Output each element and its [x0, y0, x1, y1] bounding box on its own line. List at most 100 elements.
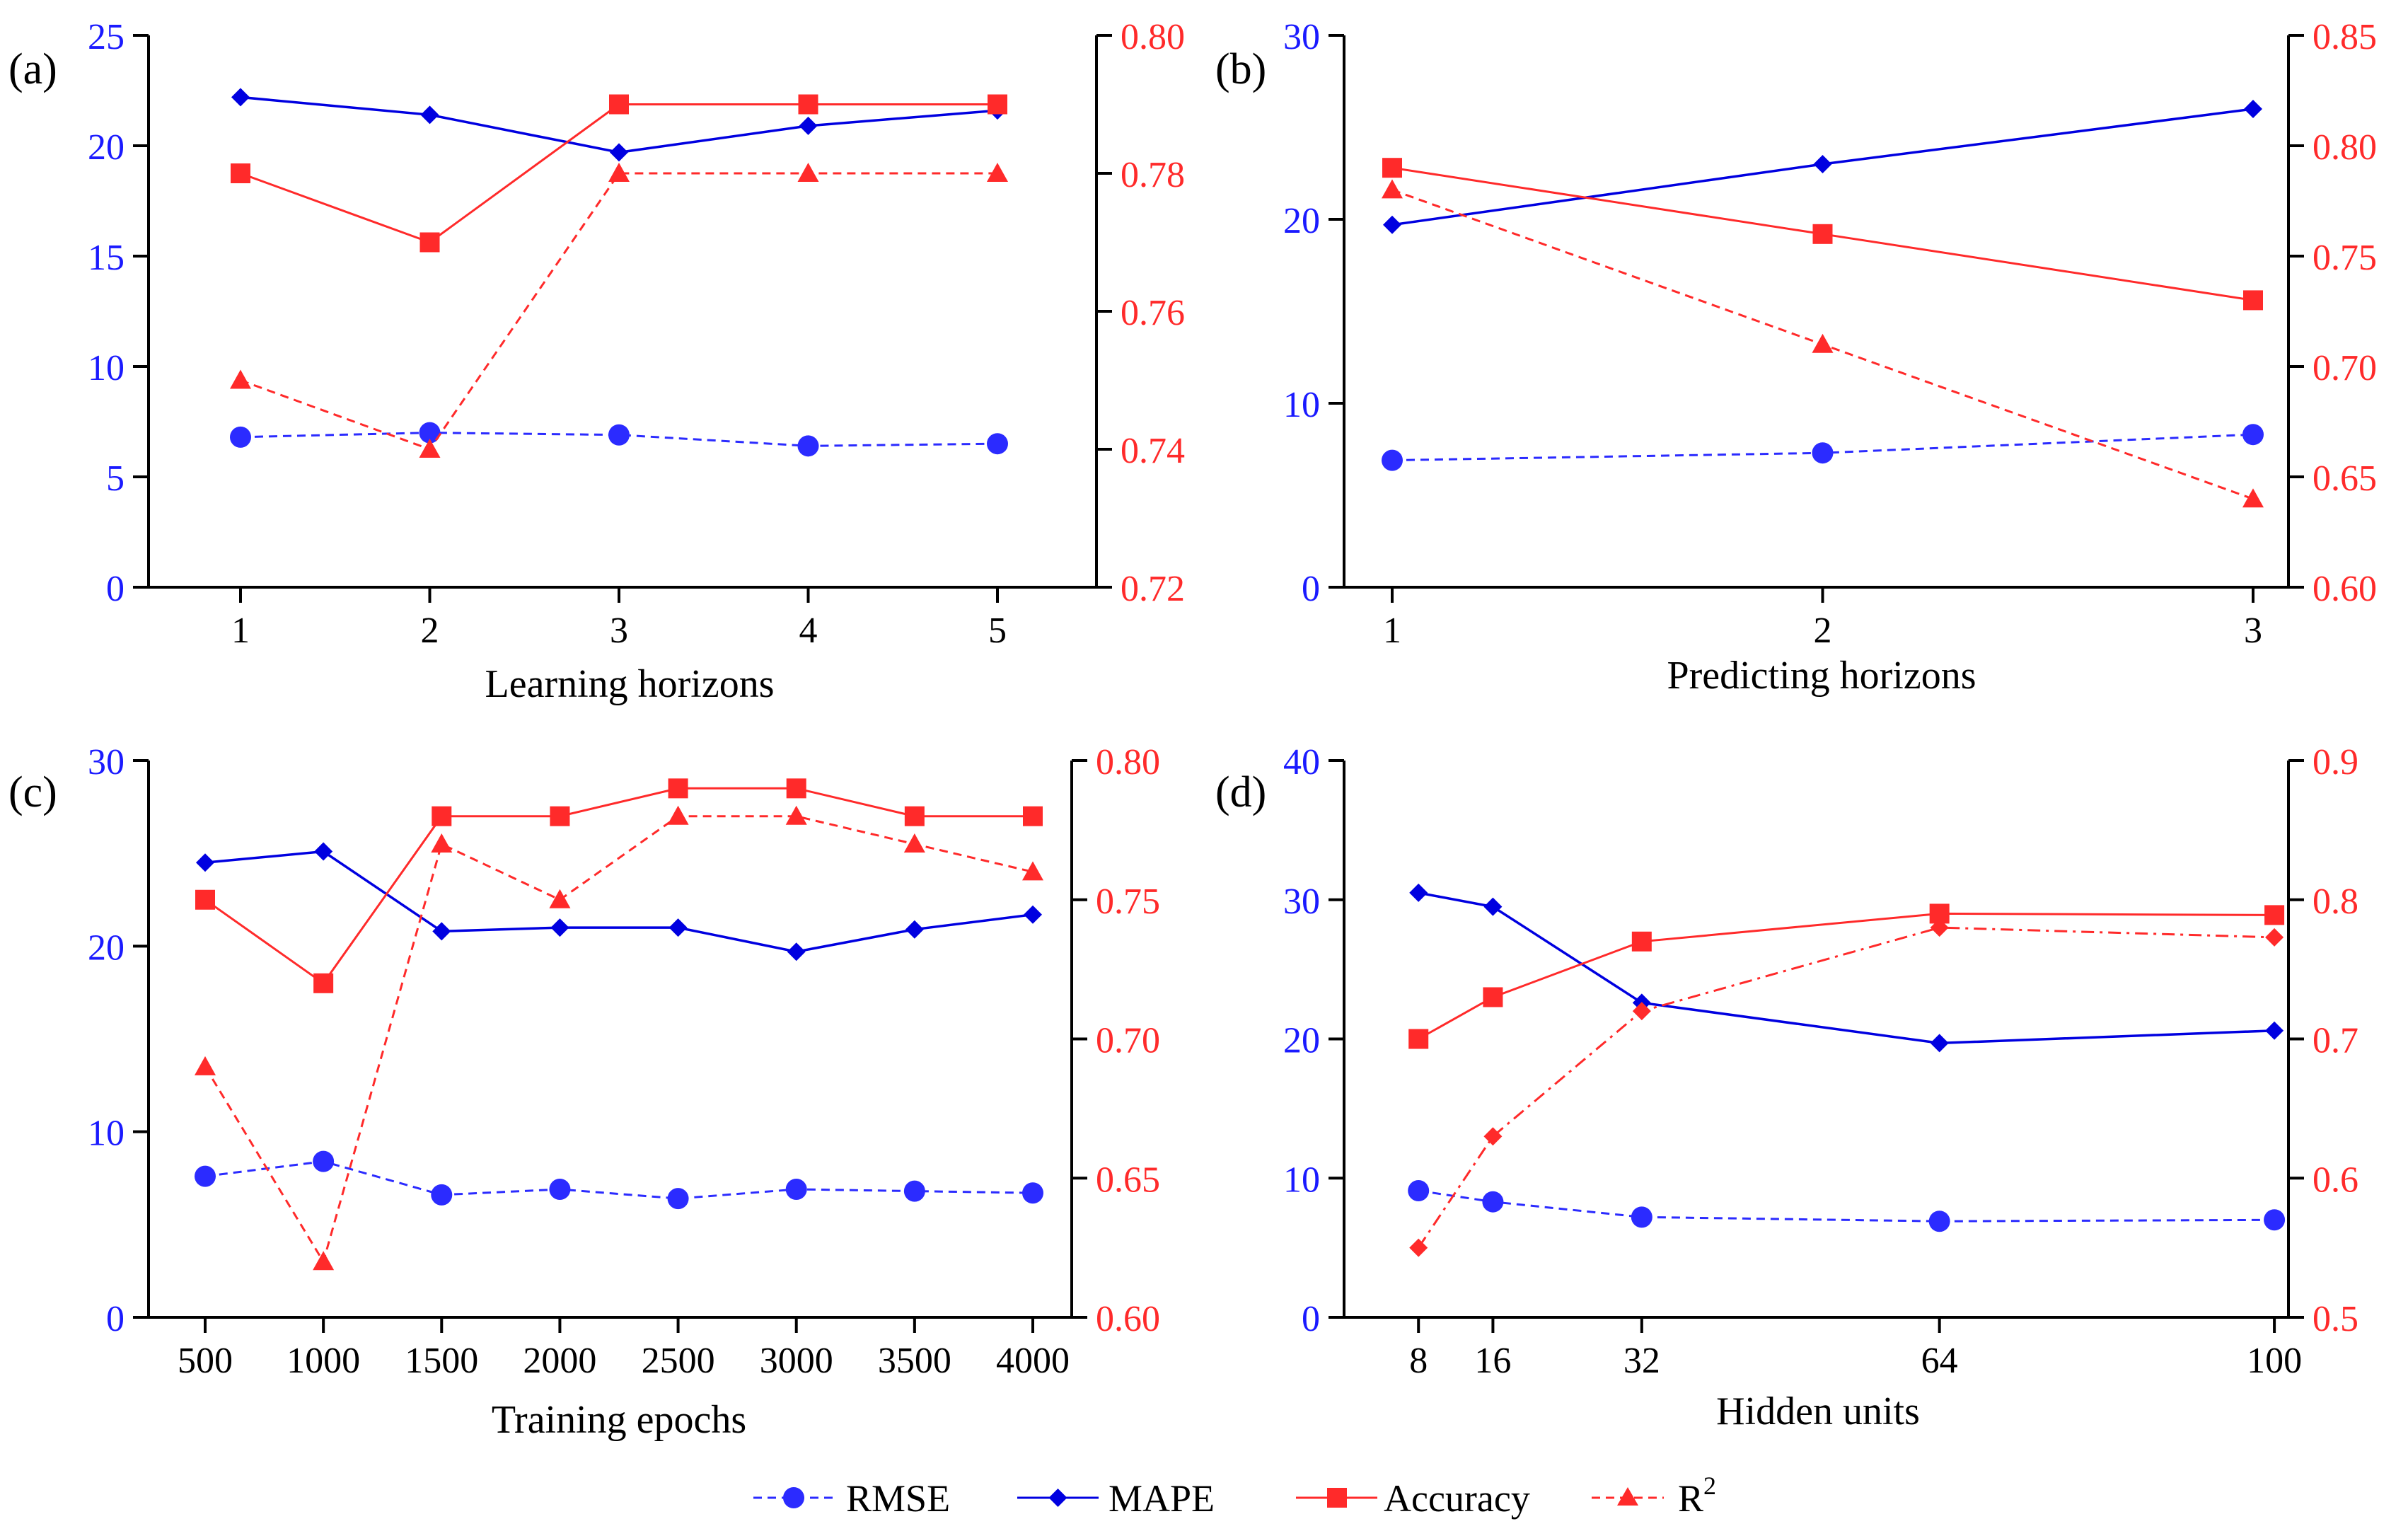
y-tick-label-right: 0.5	[2313, 1299, 2358, 1339]
data-point-triangle	[608, 163, 630, 182]
x-tick-label: 32	[1623, 1341, 1660, 1381]
data-point-square	[231, 163, 250, 183]
data-point-diamond	[799, 116, 818, 135]
x-tick-label: 1500	[405, 1341, 478, 1381]
data-point-diamond	[1483, 1127, 1503, 1146]
legend-item-mape: MAPE	[1017, 1477, 1215, 1520]
y-tick-label-right: 0.70	[2313, 348, 2377, 388]
data-point-triangle	[667, 805, 689, 825]
y-tick-label-right: 0.65	[2313, 458, 2377, 499]
data-point-triangle	[195, 1056, 216, 1075]
y-tick-label-right: 0.9	[2313, 742, 2358, 782]
panel-b: (b) Predicting horizons 0 10 20 30 0.60 0.65 0…	[1215, 17, 2377, 698]
data-point-circle	[1631, 1206, 1652, 1228]
y-tick-label-left: 40	[1283, 742, 1320, 782]
y-tick-label-left: 30	[88, 742, 125, 782]
data-point-square	[550, 806, 570, 826]
y-tick-label-left: 5	[106, 458, 125, 499]
data-point-diamond	[2265, 1021, 2284, 1040]
series-rmse	[1408, 1179, 2286, 1232]
legend-item-accuracy: Accuracy	[1296, 1477, 1530, 1520]
legend-marker-circle	[783, 1487, 804, 1508]
panel-a: (a) Learning horizons 05101520250.720.74…	[8, 17, 1185, 706]
x-tick-label: 2000	[523, 1341, 596, 1381]
panel-c: (c) Training epochs 0 10 20 30 0.60 0.65 0.70 0…	[8, 742, 1160, 1442]
panel-label: (c)	[8, 768, 57, 816]
y-tick-label-left: 0	[1302, 1299, 1320, 1339]
y-tick-label-right: 0.76	[1121, 293, 1185, 333]
y-tick-label-left: 10	[1283, 1160, 1320, 1200]
x-tick-label: 1	[1383, 611, 1401, 651]
legend-item-rmse: RMSE	[753, 1477, 950, 1520]
legend-item-r2: R2	[1592, 1472, 1716, 1520]
data-point-diamond	[610, 143, 628, 162]
x-axis-label: Learning horizons	[485, 662, 775, 706]
data-point-triangle	[1812, 333, 1834, 353]
series-rmse	[195, 1150, 1043, 1210]
legend-label: R2	[1678, 1472, 1716, 1520]
data-point-circle	[1408, 1179, 1430, 1201]
data-point-square	[432, 806, 452, 826]
data-point-diamond	[1024, 905, 1042, 924]
y-tick-label-right: 0.80	[1121, 17, 1185, 57]
data-point-square	[798, 94, 818, 115]
data-point-diamond	[196, 853, 214, 872]
data-point-diamond	[231, 88, 250, 107]
series-line	[204, 1160, 1034, 1200]
x-tick-label: 3	[610, 611, 628, 651]
data-point-diamond	[550, 918, 569, 937]
data-point-diamond	[420, 105, 439, 125]
data-point-circle	[419, 422, 441, 444]
y-tick-label-left: 20	[1283, 1021, 1320, 1061]
x-tick-label: 3500	[878, 1341, 951, 1381]
data-point-diamond	[314, 842, 333, 861]
data-point-triangle	[785, 805, 807, 825]
data-point-circle	[987, 433, 1008, 455]
data-point-square	[988, 94, 1007, 115]
data-point-circle	[1482, 1191, 1504, 1213]
data-point-diamond	[1483, 897, 1503, 916]
data-point-diamond	[1409, 1238, 1428, 1257]
data-point-triangle	[1382, 179, 1403, 199]
data-point-triangle	[2242, 488, 2264, 508]
y-tick-label-right: 0.8	[2313, 882, 2358, 922]
x-tick-label: 64	[1921, 1341, 1958, 1381]
data-point-circle	[797, 435, 819, 457]
y-tick-label-left: 30	[1283, 882, 1320, 922]
x-tick-label: 3	[2244, 611, 2262, 651]
y-tick-label-right: 0.78	[1121, 155, 1185, 195]
data-point-diamond	[905, 920, 924, 939]
data-point-triangle	[419, 439, 441, 458]
y-tick-label-left: 15	[88, 238, 125, 278]
data-point-triangle	[903, 833, 925, 853]
x-axis-label: Hidden units	[1716, 1390, 1920, 1433]
y-tick-label-left: 10	[88, 348, 125, 388]
series-accuracy	[195, 778, 1043, 993]
data-point-circle	[608, 424, 630, 446]
data-point-diamond	[668, 918, 688, 937]
y-tick-label-right: 0.75	[2313, 238, 2377, 278]
x-tick-label: 4000	[996, 1341, 1070, 1381]
series-line	[204, 787, 1033, 985]
x-tick-label: 2	[1814, 611, 1832, 651]
data-point-triangle	[1022, 861, 1043, 881]
x-axis-label: Predicting horizons	[1667, 654, 1976, 698]
legend-label: RMSE	[846, 1477, 950, 1520]
series-accuracy	[1382, 158, 2263, 311]
legend-label: MAPE	[1109, 1477, 1215, 1520]
panel-d: (d) Hidden units 0 10 20 30 40 0.5 0.6 0.7 0.8 0.…	[1215, 742, 2358, 1433]
y-tick-label-left: 30	[1283, 17, 1320, 57]
y-tick-label-right: 0.6	[2313, 1160, 2358, 1200]
data-point-square	[668, 778, 688, 799]
series-line	[204, 815, 1034, 1265]
data-point-square	[419, 232, 440, 253]
data-point-circle	[1928, 1211, 1950, 1232]
data-point-square	[1483, 987, 1503, 1007]
x-tick-label: 500	[178, 1341, 233, 1381]
data-point-diamond	[432, 922, 451, 941]
data-point-triangle	[549, 889, 571, 908]
panel-label: (a)	[8, 45, 57, 93]
data-point-circle	[2242, 424, 2264, 446]
data-point-square	[1382, 158, 1402, 178]
